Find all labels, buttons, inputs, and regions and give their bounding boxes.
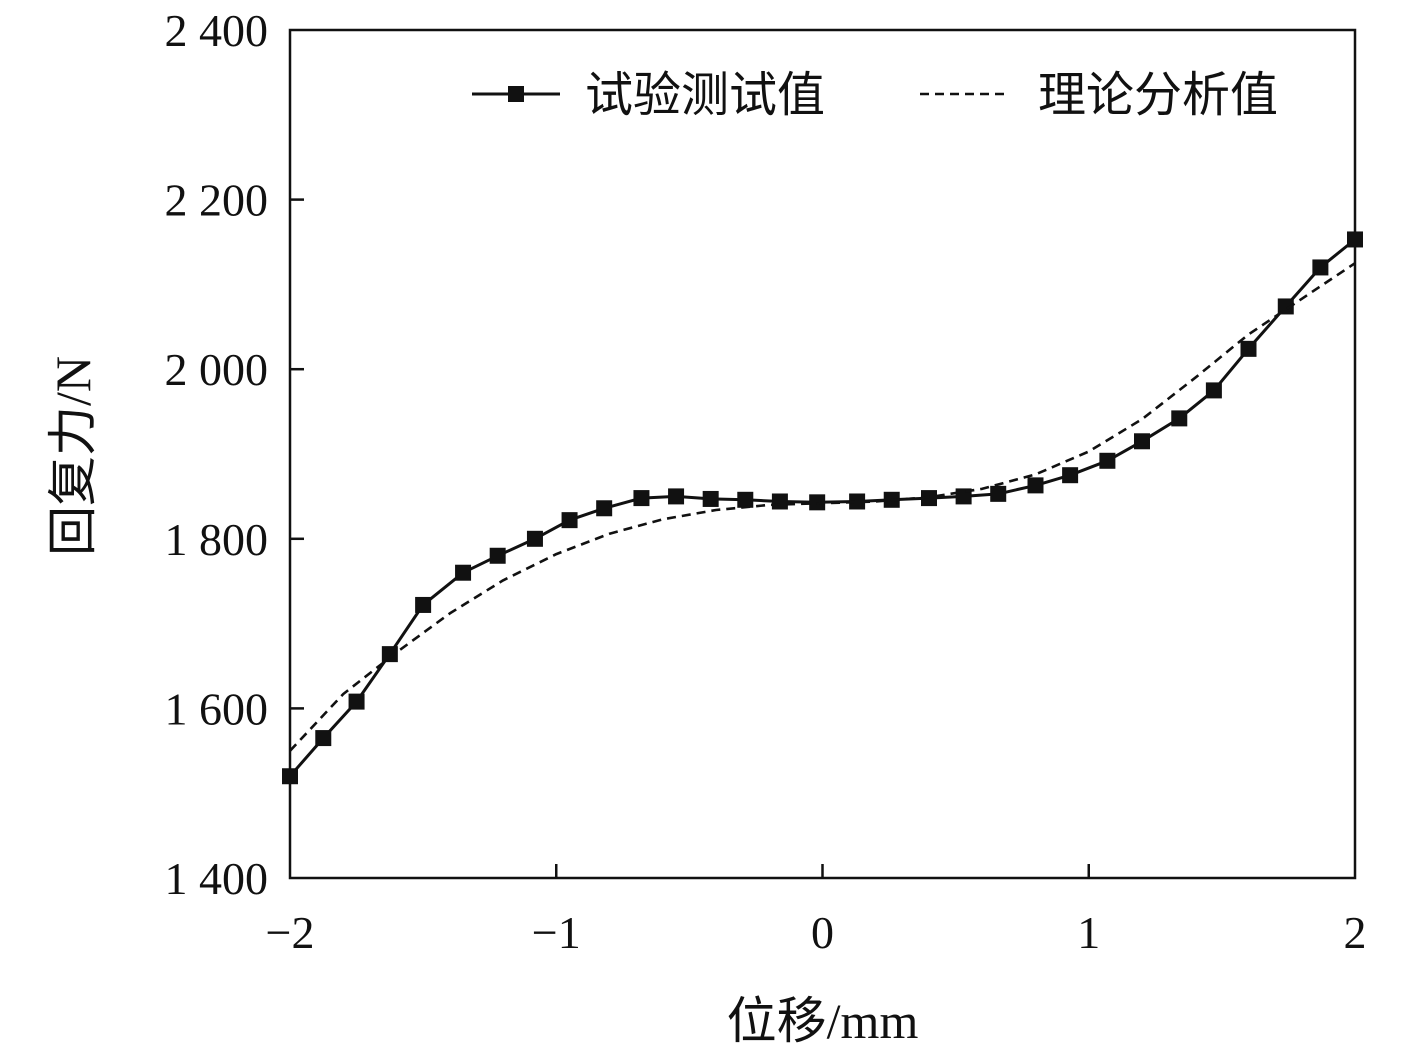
- data-point-marker: [526, 530, 543, 547]
- x-tick-label: 2: [1344, 907, 1367, 958]
- data-point-marker: [737, 491, 754, 508]
- plot-frame: [288, 28, 1357, 880]
- x-tick-label: −1: [532, 907, 581, 958]
- y-tick-label: 2 000: [165, 344, 269, 395]
- x-tick-label: 1: [1077, 907, 1100, 958]
- data-point-marker: [990, 485, 1007, 502]
- data-point-marker: [771, 493, 788, 510]
- legend: 试验测试值 理论分析值: [472, 67, 1278, 123]
- data-point-marker: [1347, 231, 1363, 248]
- legend-label-2: 理论分析值: [1038, 67, 1278, 123]
- x-tick-label: −2: [266, 907, 315, 958]
- legend-label-1: 试验测试值: [585, 67, 825, 123]
- y-tick-label: 1 800: [165, 514, 269, 565]
- y-tick-label: 1 400: [165, 853, 269, 904]
- data-point-marker: [633, 490, 650, 507]
- data-point-marker: [702, 490, 719, 507]
- data-point-marker: [348, 693, 365, 710]
- series-line-2: [289, 262, 1356, 752]
- data-point-marker: [489, 547, 506, 564]
- data-point-marker: [455, 564, 472, 581]
- plot-border: [288, 28, 1357, 880]
- data-point-marker: [668, 488, 685, 505]
- y-tick-label: 2 200: [165, 175, 269, 226]
- data-point-marker: [1277, 298, 1294, 315]
- x-axis-ticks: −2 −1 0 1 2: [266, 864, 1367, 958]
- data-point-marker: [596, 500, 613, 517]
- data-point-marker: [849, 493, 866, 510]
- data-point-marker: [1240, 340, 1257, 357]
- data-point-marker: [1027, 477, 1044, 494]
- data-point-marker: [1062, 467, 1079, 484]
- series-layer: [282, 231, 1363, 785]
- data-point-marker: [1099, 452, 1116, 469]
- data-point-marker: [315, 730, 332, 747]
- legend-swatch-marker-1: [508, 86, 524, 102]
- y-tick-label: 1 600: [165, 683, 269, 734]
- data-point-marker: [1312, 259, 1329, 276]
- y-axis-ticks: 1 400 1 600 1 800 2 000 2 200 2 400: [165, 5, 304, 904]
- y-axis-title: 回复力/N: [45, 356, 101, 556]
- data-point-marker: [561, 512, 578, 529]
- data-point-marker: [282, 768, 298, 785]
- x-tick-label: 0: [811, 907, 834, 958]
- x-axis-title: 位移/mm: [727, 993, 919, 1049]
- data-point-marker: [1134, 433, 1150, 450]
- data-point-marker: [415, 596, 432, 613]
- y-tick-label: 2 400: [165, 5, 269, 56]
- data-point-marker: [1205, 382, 1222, 399]
- data-point-marker: [381, 646, 398, 663]
- data-point-marker: [1171, 410, 1188, 427]
